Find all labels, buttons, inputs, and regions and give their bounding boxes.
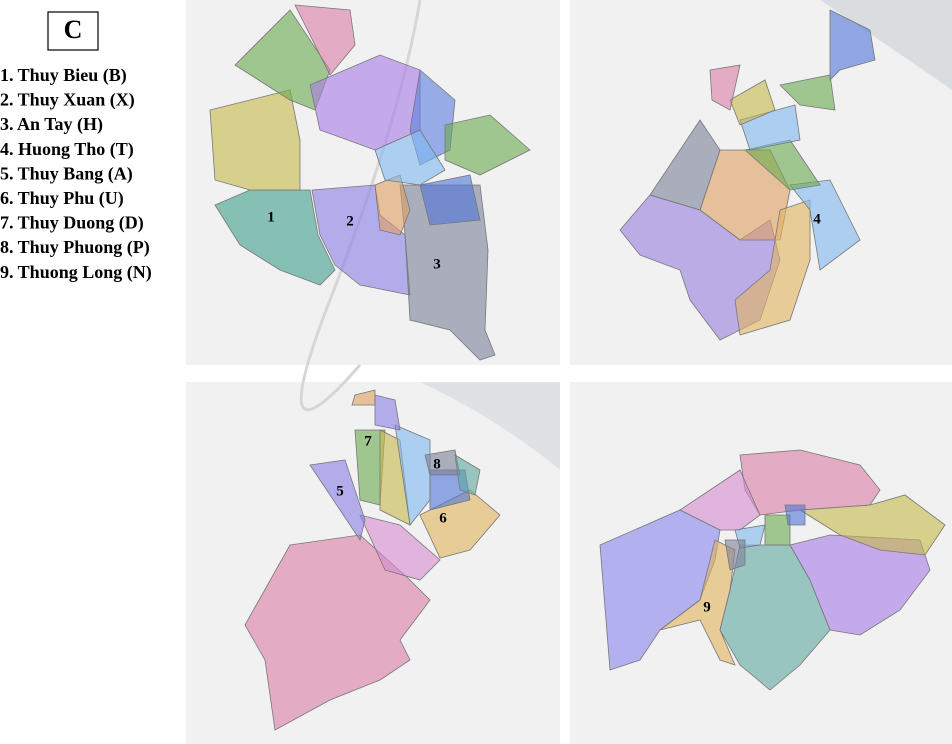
map-regions [599,449,946,691]
region-label: 4 [813,211,821,227]
legend-item: 9. Thuong Long (N) [0,262,152,283]
map-regions [209,4,531,361]
map-regions [619,9,876,341]
legend-item: 6. Thuy Phu (U) [0,188,124,209]
legend: 1. Thuy Bieu (B) 2. Thuy Xuan (X) 3. An Ta… [0,65,152,283]
region-label: 2 [346,213,354,229]
region-label: 8 [433,456,441,472]
region-label: 9 [703,599,711,615]
map-regions [244,389,501,731]
region-label: 5 [336,483,344,499]
region-label: 1 [267,209,275,225]
sea [420,382,560,470]
sea [820,0,952,90]
legend-item: 4. Huong Tho (T) [0,139,134,160]
legend-item: 2. Thuy Xuan (X) [0,90,135,111]
region-label: 6 [439,510,447,526]
legend-item: 3. An Tay (H) [0,114,103,135]
region-label: 3 [433,256,441,272]
region-label: 7 [364,433,372,449]
legend-item: 5. Thuy Bang (A) [0,163,133,184]
map-labels: 1 2 3 4 5 6 7 8 9 [267,209,821,615]
legend-item: 1. Thuy Bieu (B) [0,65,127,86]
legend-item: 7. Thuy Duong (D) [0,213,144,234]
legend-item: 8. Thuy Phuong (P) [0,237,150,258]
panel-box [47,11,99,51]
panel-label: C [64,15,83,44]
